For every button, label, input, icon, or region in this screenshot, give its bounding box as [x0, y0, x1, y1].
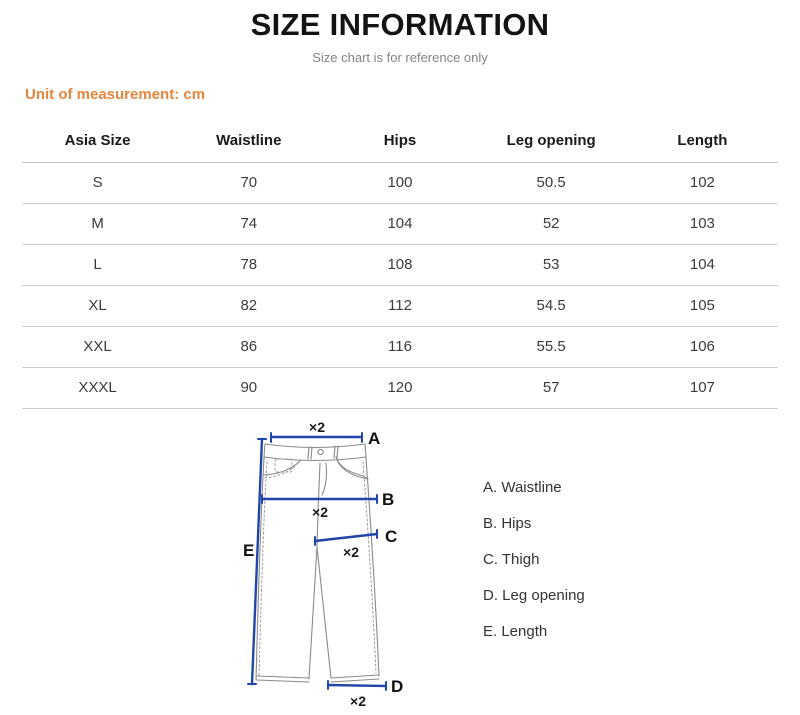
legend-item: C. Thigh: [483, 550, 540, 568]
table-cell: XL: [22, 285, 174, 327]
table-cell: 54.5: [475, 285, 627, 327]
page-title: SIZE INFORMATION: [250, 7, 550, 42]
table-cell: XXL: [22, 326, 174, 368]
table-cell: 120: [324, 367, 476, 409]
table-cell: 102: [626, 162, 778, 204]
table-row: XXXL 90 120 57 107: [22, 367, 778, 409]
table-cell: 52: [475, 203, 627, 245]
table-cell: 103: [626, 203, 778, 245]
button-icon: [317, 448, 324, 455]
measurement-lines: [247, 431, 388, 691]
legend-item: D. Leg opening: [483, 586, 585, 604]
table-row: XXL 86 116 55.5 106: [22, 326, 778, 368]
table-cell: 57: [475, 367, 627, 409]
legend-item: A. Waistline: [483, 478, 562, 496]
jeans-outline: [255, 442, 380, 683]
table-cell: S: [22, 162, 174, 204]
column-header: Asia Size: [22, 119, 174, 163]
unit-of-measurement-label: Unit of measurement: cm: [25, 86, 206, 103]
label-d: D: [391, 677, 403, 696]
leg-opening-multiplier-label: ×2: [350, 693, 366, 709]
table-cell: 70: [173, 162, 325, 204]
table-row: L 78 108 53 104: [22, 244, 778, 286]
table-row: XL 82 112 54.5 105: [22, 285, 778, 327]
table-cell: 106: [626, 326, 778, 368]
column-header: Hips: [324, 119, 476, 163]
size-table-header: Asia Size Waistline Hips Leg opening Length: [22, 119, 778, 163]
size-table-body: S 70 100 50.5 102 M 74 104 52 103 L 78 108 53 104 XL 82 1…: [22, 162, 778, 409]
column-header: Length: [626, 119, 778, 163]
size-table: Asia Size Waistline Hips Leg opening Length …: [22, 119, 778, 409]
table-cell: 108: [324, 244, 476, 286]
label-b: B: [382, 490, 394, 509]
table-cell: 82: [173, 285, 325, 327]
table-cell: M: [22, 203, 174, 245]
table-cell: 78: [173, 244, 325, 286]
hips-multiplier-label: ×2: [312, 504, 328, 520]
label-c: C: [385, 527, 397, 546]
table-cell: 107: [626, 367, 778, 409]
label-a: A: [368, 429, 380, 448]
table-cell: 100: [324, 162, 476, 204]
column-header: Waistline: [173, 119, 325, 163]
jeans-diagram-illustration: ×2 A B ×2 C ×2 D ×2 E: [243, 419, 403, 709]
table-cell: 105: [626, 285, 778, 327]
table-cell: L: [22, 244, 174, 286]
measurement-diagram: ×2 A B ×2 C ×2 D ×2 E A. Waistline B. Hip…: [0, 419, 800, 711]
label-e: E: [243, 541, 254, 560]
table-cell: 116: [324, 326, 476, 368]
header-row: Asia Size Waistline Hips Leg opening Length: [22, 119, 778, 163]
table-cell: 55.5: [475, 326, 627, 368]
table-cell: 53: [475, 244, 627, 286]
column-header: Leg opening: [475, 119, 627, 163]
table-cell: 74: [173, 203, 325, 245]
waist-multiplier-label: ×2: [309, 419, 325, 435]
measurement-legend: A. Waistline B. Hips C. Thigh D. Leg openin…: [483, 470, 585, 650]
table-row: M 74 104 52 103: [22, 203, 778, 245]
thigh-multiplier-label: ×2: [343, 544, 359, 560]
table-row: S 70 100 50.5 102: [22, 162, 778, 204]
legend-item: E. Length: [483, 622, 548, 640]
measurement-labels: ×2 A B ×2 C ×2 D ×2 E: [243, 419, 403, 709]
coin-pocket: [274, 458, 293, 472]
table-cell: XXXL: [22, 367, 174, 409]
legend-item: B. Hips: [483, 514, 532, 532]
table-cell: 86: [173, 326, 325, 368]
page-subtitle: Size chart is for reference only: [312, 50, 488, 65]
table-cell: 104: [626, 244, 778, 286]
table-cell: 50.5: [475, 162, 627, 204]
table-cell: 104: [324, 203, 476, 245]
table-cell: 90: [173, 367, 325, 409]
table-cell: 112: [324, 285, 476, 327]
